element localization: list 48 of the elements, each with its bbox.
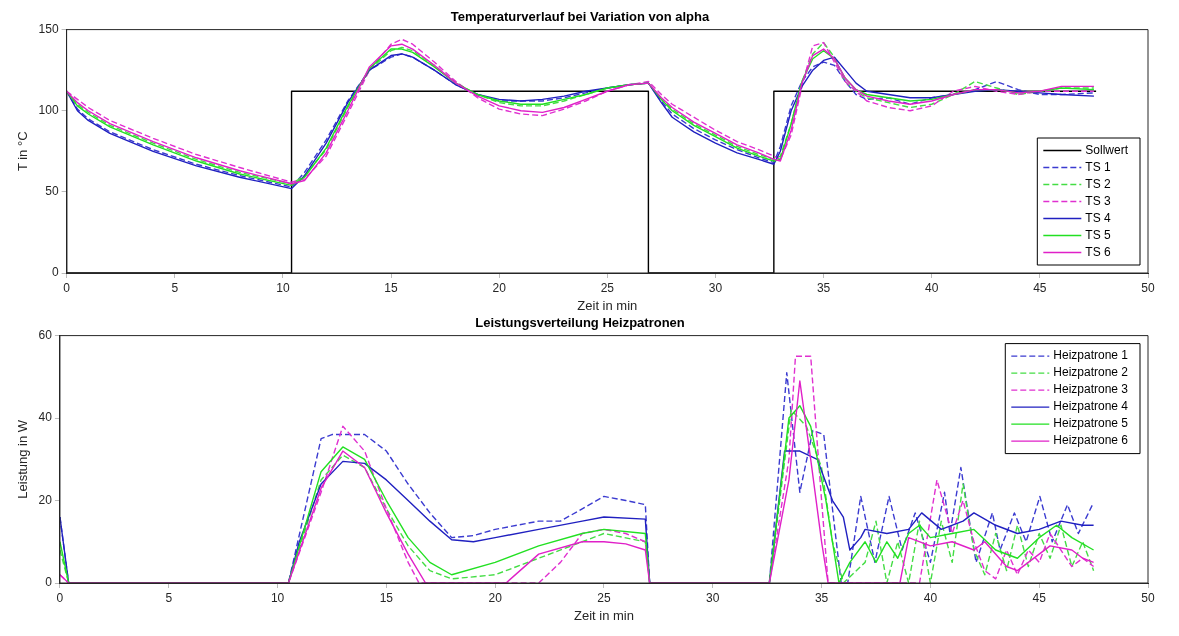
x-tick-label: 35 xyxy=(814,590,829,605)
x-tick-label: 25 xyxy=(600,280,615,295)
x-tick-label: 20 xyxy=(492,280,507,295)
x-tick-label: 20 xyxy=(488,590,503,605)
x-tick-label: 0 xyxy=(63,280,71,295)
legend-label: TS 3 xyxy=(1085,193,1111,208)
y-tick-label: 0 xyxy=(51,265,59,280)
x-tick-label: 45 xyxy=(1033,280,1047,295)
chart-title: Leistungsverteilung Heizpatronen xyxy=(475,315,685,331)
legend-label: Sollwert xyxy=(1085,142,1129,157)
x-tick-label: 50 xyxy=(1141,590,1155,605)
x-tick-label: 10 xyxy=(276,280,290,295)
x-axis-title: Zeit in min xyxy=(573,607,634,623)
x-axis-title: Zeit in min xyxy=(577,297,638,313)
x-tick-label: 45 xyxy=(1032,590,1047,605)
y-tick-label: 20 xyxy=(38,492,53,507)
legend-label: TS 5 xyxy=(1085,227,1111,242)
legend-label: TS 6 xyxy=(1085,244,1111,259)
y-tick-label: 150 xyxy=(38,21,59,36)
legend-label: Heizpatrone 3 xyxy=(1053,382,1129,397)
y-tick-label: 100 xyxy=(38,103,59,118)
legend-label: Heizpatrone 6 xyxy=(1053,433,1129,448)
x-tick-label: 30 xyxy=(708,280,723,295)
y-tick-label: 50 xyxy=(45,184,59,199)
y-tick-label: 0 xyxy=(45,575,53,590)
x-tick-label: 15 xyxy=(379,590,394,605)
y-tick-label: 60 xyxy=(38,327,53,342)
legend-label: TS 4 xyxy=(1085,210,1111,225)
y-tick-label: 40 xyxy=(38,410,53,425)
x-tick-label: 15 xyxy=(384,280,399,295)
legend-label: Heizpatrone 2 xyxy=(1053,365,1129,380)
x-tick-label: 5 xyxy=(171,280,179,295)
x-tick-label: 25 xyxy=(597,590,611,605)
x-tick-label: 10 xyxy=(270,590,285,605)
legend-label: Heizpatrone 4 xyxy=(1053,399,1129,414)
y-axis-title: T in °C xyxy=(15,131,31,172)
chart-title: Temperaturverlauf bei Variation von alpha xyxy=(450,9,710,25)
legend-label: TS 2 xyxy=(1085,176,1111,191)
legend-label: Heizpatrone 1 xyxy=(1053,348,1129,363)
x-tick-label: 50 xyxy=(1141,280,1155,295)
x-tick-label: 30 xyxy=(706,590,720,605)
legend-label: TS 1 xyxy=(1085,159,1111,174)
x-tick-label: 35 xyxy=(816,280,831,295)
legend-label: Heizpatrone 5 xyxy=(1053,416,1129,431)
x-tick-label: 40 xyxy=(925,280,939,295)
x-tick-label: 5 xyxy=(165,590,173,605)
y-axis-title: Leistung in W xyxy=(15,419,31,499)
x-tick-label: 40 xyxy=(923,590,938,605)
